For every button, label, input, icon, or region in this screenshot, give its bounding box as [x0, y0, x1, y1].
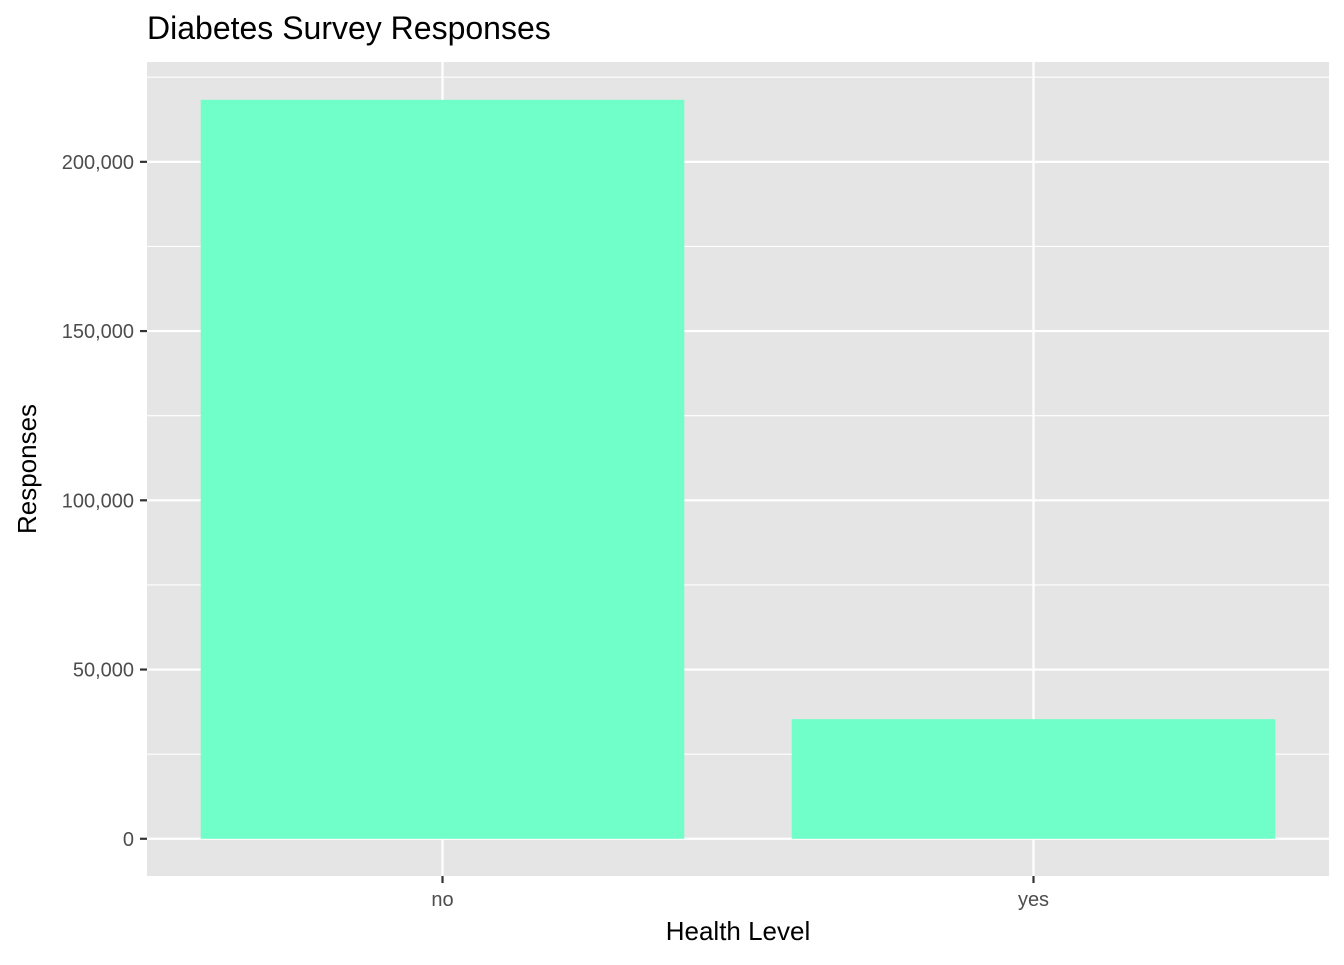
bar-no — [200, 99, 685, 839]
y-tick-label: 0 — [123, 829, 134, 851]
chart-title: Diabetes Survey Responses — [147, 10, 551, 46]
bar-yes — [791, 719, 1276, 839]
y-tick-label: 100,000 — [62, 490, 134, 512]
y-tick-label: 150,000 — [62, 321, 134, 343]
y-axis-title: Responses — [12, 404, 42, 534]
y-tick-label: 50,000 — [73, 660, 134, 682]
x-axis-title: Health Level — [666, 916, 811, 946]
y-axis: 0 50,000 100,000 150,000 200,000 — [62, 152, 147, 851]
x-tick-label: yes — [1018, 889, 1049, 911]
x-axis: no yes — [431, 876, 1049, 911]
x-tick-label: no — [431, 889, 453, 911]
bars — [200, 99, 1276, 839]
y-tick-label: 200,000 — [62, 152, 134, 174]
